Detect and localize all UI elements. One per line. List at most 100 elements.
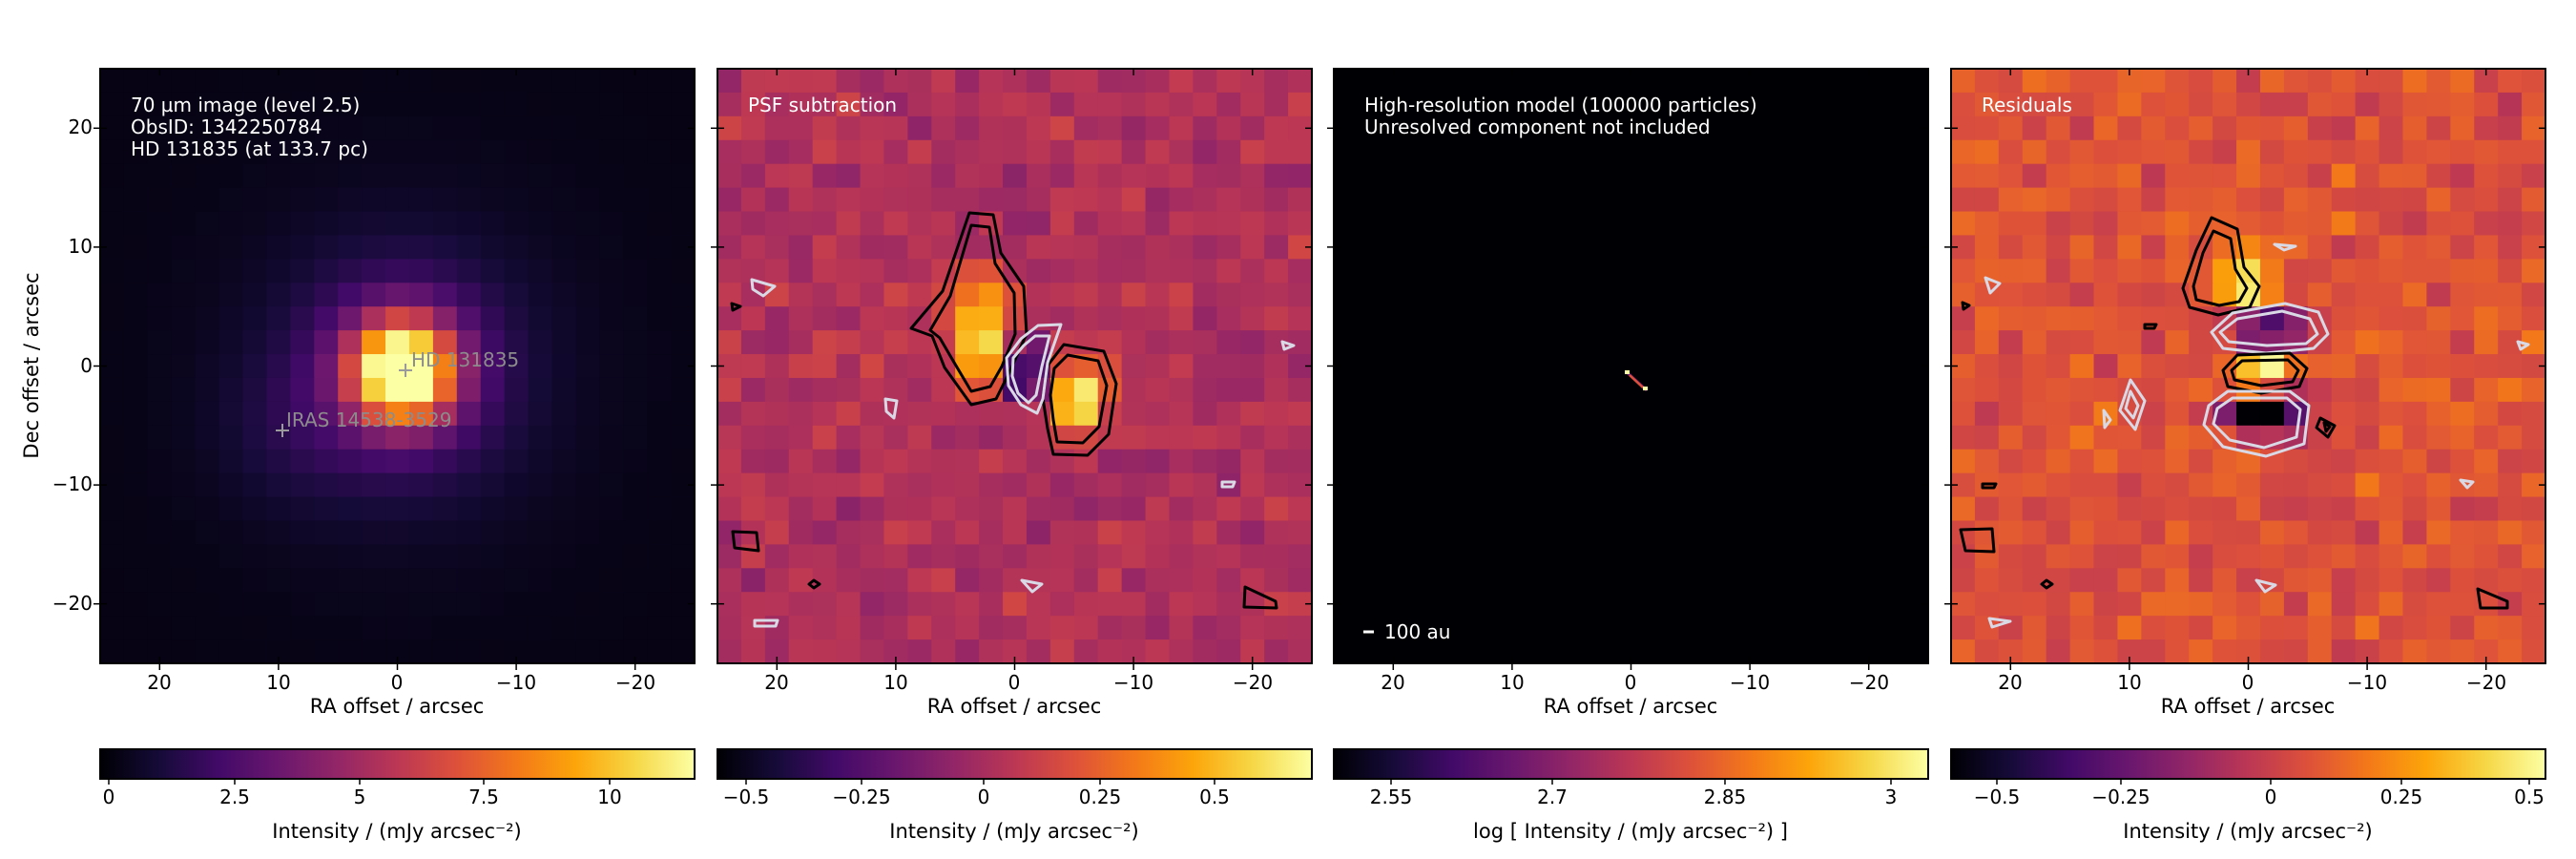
heatmap-cell — [1073, 401, 1099, 427]
heatmap-cell — [2307, 283, 2333, 307]
heatmap-cell — [575, 139, 600, 165]
heatmap-cell — [2402, 235, 2427, 260]
heatmap-cell — [671, 496, 696, 522]
heatmap-cell — [764, 92, 790, 117]
heatmap-cell — [2307, 496, 2333, 522]
heatmap-cell — [218, 139, 244, 165]
heatmap-cell — [860, 496, 885, 522]
heatmap-cell — [2022, 449, 2047, 474]
colorbar-tick-label: 2.7 — [1537, 786, 1568, 808]
heatmap-cell — [456, 163, 482, 189]
heatmap-cell — [242, 639, 268, 664]
heatmap-cell — [362, 449, 386, 474]
heatmap-cell — [408, 283, 434, 307]
heatmap-cell — [2093, 115, 2119, 141]
heatmap-cell — [338, 163, 363, 189]
heatmap-cell — [314, 449, 339, 474]
heatmap-cell — [1264, 211, 1289, 237]
heatmap-cell — [456, 520, 482, 545]
heatmap-cell — [860, 377, 885, 403]
heatmap-cell — [2426, 568, 2451, 593]
heatmap-cell — [883, 163, 908, 189]
heatmap-cell — [599, 163, 624, 189]
heatmap-cell — [812, 92, 838, 117]
heatmap-cell — [408, 235, 434, 260]
heatmap-cell — [1026, 211, 1051, 237]
heatmap-cell — [551, 616, 576, 640]
heatmap-cell — [955, 544, 980, 569]
heatmap-cell — [860, 283, 885, 307]
heatmap-cell — [2331, 377, 2357, 403]
heatmap-cell — [100, 401, 125, 427]
heatmap-cell — [551, 425, 576, 450]
heatmap-cell — [907, 92, 932, 117]
heatmap-cell — [290, 401, 315, 427]
heatmap-cell — [195, 235, 220, 260]
heatmap-cell — [788, 639, 814, 664]
heatmap-cell — [480, 520, 506, 545]
heatmap-cell — [1951, 139, 1976, 165]
heatmap-cell — [218, 92, 244, 117]
heatmap-cell — [1193, 330, 1217, 355]
heatmap-cell — [2093, 92, 2119, 117]
heatmap-cell — [599, 283, 624, 307]
heatmap-cell — [2331, 92, 2357, 117]
heatmap-cell — [504, 139, 530, 165]
heatmap-cell — [1003, 211, 1028, 237]
heatmap-cell — [123, 115, 149, 141]
heatmap-cell — [1216, 401, 1241, 427]
heatmap-cell — [979, 616, 1004, 640]
heatmap-cell — [1169, 616, 1194, 640]
heatmap-cell — [504, 354, 530, 379]
heatmap-cell — [528, 306, 553, 331]
heatmap-cell — [432, 211, 458, 237]
heatmap-cell — [218, 259, 244, 283]
heatmap-cell — [290, 115, 315, 141]
heatmap-cell — [788, 306, 814, 331]
heatmap-cell — [979, 520, 1004, 545]
heatmap-cell — [2307, 568, 2333, 593]
heatmap-cell — [623, 616, 648, 640]
heatmap-cell — [385, 115, 410, 141]
heatmap-cell — [1003, 163, 1028, 189]
x-axis-label: RA offset / arcsec — [310, 695, 485, 718]
heatmap-cell — [740, 425, 766, 450]
heatmap-cell — [2212, 520, 2237, 545]
source-label: IRAS 14538-3529 — [286, 409, 451, 431]
heatmap-cell — [599, 425, 624, 450]
heatmap-cell — [2379, 401, 2404, 427]
heatmap-cell — [788, 377, 814, 403]
heatmap-cell — [456, 472, 482, 498]
heatmap-cell — [2498, 377, 2523, 403]
heatmap-cell — [2117, 520, 2142, 545]
heatmap-cell — [2165, 306, 2190, 331]
heatmap-cell — [2117, 187, 2142, 213]
heatmap-cell — [2283, 568, 2309, 593]
heatmap-cell — [408, 187, 434, 213]
heatmap-cell — [1121, 283, 1147, 307]
heatmap-cell — [1121, 115, 1147, 141]
heatmap-cell — [2474, 354, 2499, 379]
heatmap-cell — [931, 568, 956, 593]
contour-positive — [1242, 585, 1278, 610]
heatmap-cell — [195, 496, 220, 522]
heatmap-cell — [266, 472, 291, 498]
colorbar-tick-label: 2.5 — [219, 786, 250, 808]
heatmap-cell — [290, 163, 315, 189]
x-tick-label: −20 — [2466, 671, 2506, 694]
heatmap-cell — [1145, 163, 1171, 189]
heatmap-cell — [1026, 449, 1051, 474]
heatmap-cell — [195, 401, 220, 427]
contour-positive — [1961, 301, 1971, 311]
colorbar-tick-label: 0.5 — [2514, 786, 2545, 808]
heatmap-cell — [385, 544, 410, 569]
heatmap-cell — [242, 69, 268, 94]
heatmap-cell — [1026, 283, 1051, 307]
heatmap-cell — [764, 449, 790, 474]
heatmap-cell — [1121, 139, 1147, 165]
heatmap-cell — [1169, 449, 1194, 474]
heatmap-cell — [740, 92, 766, 117]
heatmap-cell — [362, 520, 386, 545]
heatmap-cell — [1073, 283, 1099, 307]
heatmap-cell — [2141, 472, 2166, 498]
